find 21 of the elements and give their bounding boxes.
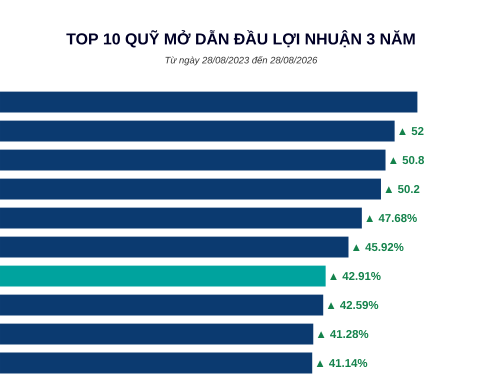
data-label: ▲ 50.2: [385, 184, 420, 193]
data-label: ▲ 52: [399, 126, 424, 135]
chart-title: TOP 10 QUỸ MỞ DẪN ĐẦU LỢI NHUẬN 3 NĂM: [66, 30, 415, 48]
bar: [0, 178, 381, 200]
bar: [0, 91, 418, 112]
data-label: ▲ 42.59%: [328, 300, 378, 309]
bar: [0, 236, 348, 258]
bar: [0, 294, 324, 316]
data-label: ▲ 45.92%: [352, 242, 404, 251]
data-label: ▲ 42.91%: [330, 272, 381, 280]
bar: [0, 149, 386, 170]
bar: [0, 120, 395, 142]
data-label: ▲ 41.28%: [318, 330, 368, 338]
data-label: ▲ 50.8: [390, 156, 424, 164]
bar: [0, 207, 362, 228]
chart-subtitle: Từ ngày 28/08/2023 đến 28/08/2026: [165, 56, 318, 66]
bar: [0, 352, 312, 374]
data-label: ▲ 41.14%: [316, 358, 368, 367]
bar: [0, 265, 326, 286]
data-label: ▲ 47.68%: [366, 214, 417, 222]
bar: [0, 323, 314, 344]
